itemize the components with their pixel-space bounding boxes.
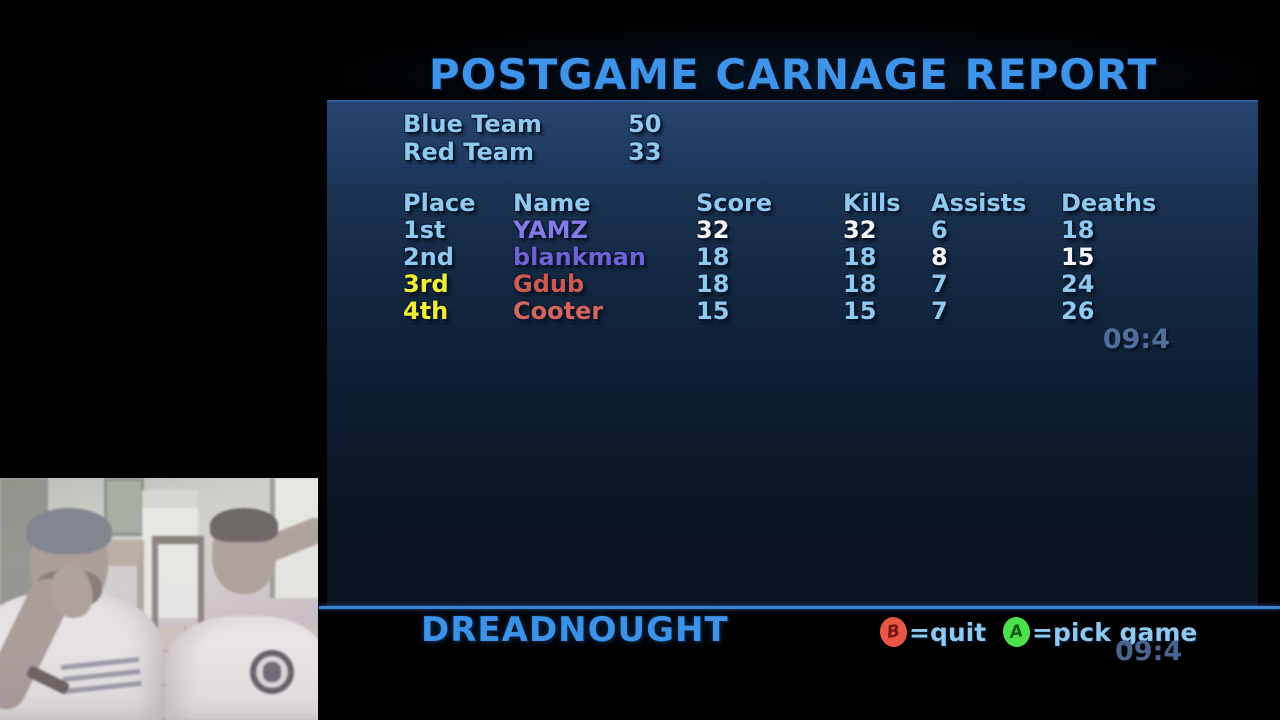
match-timer: 09:4: [1102, 324, 1170, 355]
column-header-assists: Assists: [931, 189, 1027, 217]
assists-cell: 7: [931, 270, 948, 298]
chair-shape: [152, 536, 204, 636]
column-header-name: Name: [513, 189, 591, 217]
left-person-bandana: [26, 508, 112, 554]
assists-cell: 6: [931, 216, 948, 244]
webcam-wash-overlay: [0, 478, 318, 720]
scoreboard-rows: 1st YAMZ 32 32 6 18 2nd blankman 18 18 8 15 3rd Gdub 1…: [327, 217, 1258, 325]
place-cell: 1st: [403, 216, 446, 244]
footer-timer: 09:4: [1115, 636, 1183, 667]
deaths-cell: 18: [1061, 216, 1095, 244]
deaths-cell: 24: [1061, 270, 1095, 298]
kills-cell: 18: [843, 270, 877, 298]
column-header-kills: Kills: [843, 189, 901, 217]
place-cell: 3rd: [403, 270, 449, 298]
pick-game-label: =pick game: [1032, 617, 1198, 647]
b-button-icon: B: [878, 615, 909, 649]
team-score-row: Red Team 33: [327, 138, 1258, 166]
table-row: 4th Cooter 15 15 7 26: [327, 298, 1258, 325]
deaths-cell: 26: [1061, 297, 1095, 325]
score-cell: 18: [696, 270, 730, 298]
team-score: 50: [628, 110, 662, 138]
scoreboard-header-row: Place Name Score Kills Assists Deaths: [327, 190, 1258, 217]
table-row: 2nd blankman 18 18 8 15: [327, 244, 1258, 271]
pick-game-prompt[interactable]: A =pick game: [1001, 615, 1198, 649]
assists-cell: 8: [931, 243, 948, 271]
column-header-deaths: Deaths: [1061, 189, 1157, 217]
fridge-shape: [142, 490, 198, 618]
column-header-score: Score: [696, 189, 773, 217]
place-cell: 4th: [403, 297, 449, 325]
score-cell: 15: [696, 297, 730, 325]
footer-divider: [319, 606, 1280, 609]
player-name-cell: blankman: [513, 243, 646, 271]
webcam-scene: [0, 478, 318, 720]
b-button-glyph: B: [885, 621, 902, 643]
score-cell: 18: [696, 243, 730, 271]
a-button-icon: A: [1001, 615, 1032, 649]
carnage-report-panel: Blue Team 50 Red Team 33 Place Name Scor…: [327, 100, 1258, 606]
assists-cell: 7: [931, 297, 948, 325]
place-cell: 2nd: [403, 243, 454, 271]
webcam-overlay: [0, 478, 318, 720]
team-score-row: Blue Team 50: [327, 110, 1258, 138]
right-person-shirt-logo: [250, 650, 294, 694]
right-person-hair: [210, 508, 278, 542]
quit-label: =quit: [909, 617, 987, 647]
team-name: Red Team: [403, 138, 534, 166]
kills-cell: 32: [843, 216, 877, 244]
column-header-place: Place: [403, 189, 476, 217]
kills-cell: 18: [843, 243, 877, 271]
team-summary: Blue Team 50 Red Team 33: [327, 110, 1258, 166]
a-button-glyph: A: [1008, 621, 1025, 643]
table-row: 1st YAMZ 32 32 6 18: [327, 217, 1258, 244]
quit-prompt[interactable]: B =quit: [878, 615, 987, 649]
table-row: 3rd Gdub 18 18 7 24: [327, 271, 1258, 298]
player-name-cell: Cooter: [513, 297, 604, 325]
team-score: 33: [628, 138, 662, 166]
player-name-cell: YAMZ: [513, 216, 588, 244]
score-cell: 32: [696, 216, 730, 244]
player-name-cell: Gdub: [513, 270, 585, 298]
map-name: DREADNOUGHT: [421, 610, 729, 650]
kills-cell: 15: [843, 297, 877, 325]
page-title: POSTGAME CARNAGE REPORT: [428, 50, 1158, 99]
scoreboard: Place Name Score Kills Assists Deaths 1s…: [327, 190, 1258, 325]
deaths-cell: 15: [1061, 243, 1095, 271]
team-name: Blue Team: [403, 110, 542, 138]
